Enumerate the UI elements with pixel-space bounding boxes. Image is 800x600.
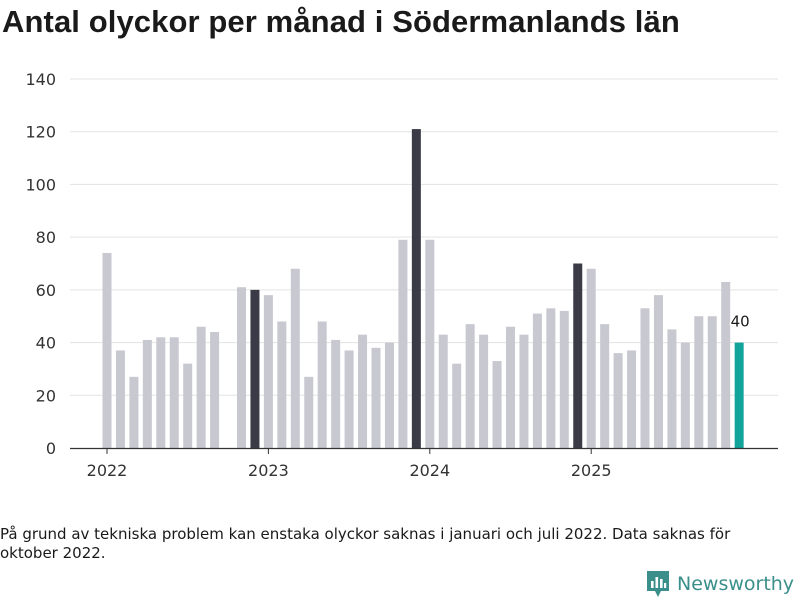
bar-2023-10[interactable] xyxy=(384,342,394,448)
bars xyxy=(102,129,744,449)
bar-2022-06[interactable] xyxy=(169,337,179,448)
x-tick-label: 2024 xyxy=(409,461,450,480)
bar-2022-03[interactable] xyxy=(129,376,139,448)
bar-2024-10[interactable] xyxy=(546,308,556,448)
brand[interactable]: Newsworthy xyxy=(645,569,794,599)
bar-2022-07[interactable] xyxy=(183,363,193,448)
bar-2025-09[interactable] xyxy=(694,316,704,448)
bar-2025-11[interactable] xyxy=(721,281,731,448)
bar-2025-01[interactable] xyxy=(586,268,596,448)
bar-2023-03[interactable] xyxy=(290,268,300,448)
y-tick-label: 60 xyxy=(36,281,56,300)
bar-2023-07[interactable] xyxy=(344,350,354,448)
bar-2022-05[interactable] xyxy=(156,337,166,448)
y-tick-label: 80 xyxy=(36,228,56,247)
bar-2025-07[interactable] xyxy=(667,329,677,448)
bar-2024-12[interactable] xyxy=(573,263,583,449)
bar-2025-05[interactable] xyxy=(640,308,650,448)
bar-2024-09[interactable] xyxy=(532,313,542,448)
footnote: På grund av tekniska problem kan enstaka… xyxy=(0,525,731,562)
y-tick-label: 20 xyxy=(36,386,56,405)
bar-chart: 0 20 40 60 80 100 120 140 2022 2023 2024 2025 40 xyxy=(25,70,778,480)
bar-2024-11[interactable] xyxy=(559,310,569,448)
bar-2022-09[interactable] xyxy=(210,332,220,448)
bar-2025-02[interactable] xyxy=(600,324,610,448)
bar-2023-08[interactable] xyxy=(358,334,368,448)
bar-2024-04[interactable] xyxy=(465,324,475,448)
bar-2022-11[interactable] xyxy=(237,287,246,448)
bar-2023-01[interactable] xyxy=(263,295,273,448)
bar-2022-04[interactable] xyxy=(142,339,152,448)
y-tick-label: 0 xyxy=(46,439,56,458)
newsworthy-logo-icon xyxy=(647,571,669,597)
bar-2025-06[interactable] xyxy=(653,295,663,448)
x-tick-label: 2023 xyxy=(248,461,289,480)
bar-2022-02[interactable] xyxy=(115,350,125,448)
bar-2025-04[interactable] xyxy=(627,350,637,448)
y-tick-label: 40 xyxy=(36,334,56,353)
y-tick-label: 120 xyxy=(25,123,56,142)
bar-2024-08[interactable] xyxy=(519,334,529,448)
x-tick-label: 2025 xyxy=(571,461,612,480)
bar-2023-05[interactable] xyxy=(317,321,327,448)
bar-2025-12[interactable] xyxy=(734,342,744,448)
bar-2023-02[interactable] xyxy=(277,321,287,448)
bar-2024-05[interactable] xyxy=(479,334,489,448)
chart-title: Antal olyckor per månad i Södermanlands … xyxy=(2,4,680,39)
data-label-2025-12: 40 xyxy=(731,313,750,331)
bar-2023-12[interactable] xyxy=(411,129,421,449)
x-axis: 2022 2023 2024 2025 xyxy=(70,447,778,480)
bar-2024-02[interactable] xyxy=(438,334,448,448)
bar-2022-01[interactable] xyxy=(102,252,112,448)
bar-2024-06[interactable] xyxy=(492,361,502,448)
bar-2025-10[interactable] xyxy=(707,316,717,448)
bar-2023-11[interactable] xyxy=(398,239,408,448)
bar-2025-08[interactable] xyxy=(680,342,690,448)
bar-2025-03[interactable] xyxy=(613,353,623,448)
bar-2024-01[interactable] xyxy=(425,239,435,448)
bar-2024-03[interactable] xyxy=(452,363,462,448)
bar-2023-09[interactable] xyxy=(371,347,381,448)
brand-name: Newsworthy xyxy=(677,573,795,595)
bar-2023-04[interactable] xyxy=(304,376,314,448)
bar-2022-12[interactable] xyxy=(250,289,260,448)
y-axis: 0 20 40 60 80 100 120 140 xyxy=(25,70,56,458)
bar-2022-08[interactable] xyxy=(196,326,206,448)
bar-2024-07[interactable] xyxy=(506,326,515,448)
data-labels: 40 xyxy=(729,311,751,332)
x-tick-label: 2022 xyxy=(87,461,128,480)
y-tick-label: 140 xyxy=(25,70,56,89)
bar-2023-06[interactable] xyxy=(331,339,341,448)
y-tick-label: 100 xyxy=(25,175,56,194)
